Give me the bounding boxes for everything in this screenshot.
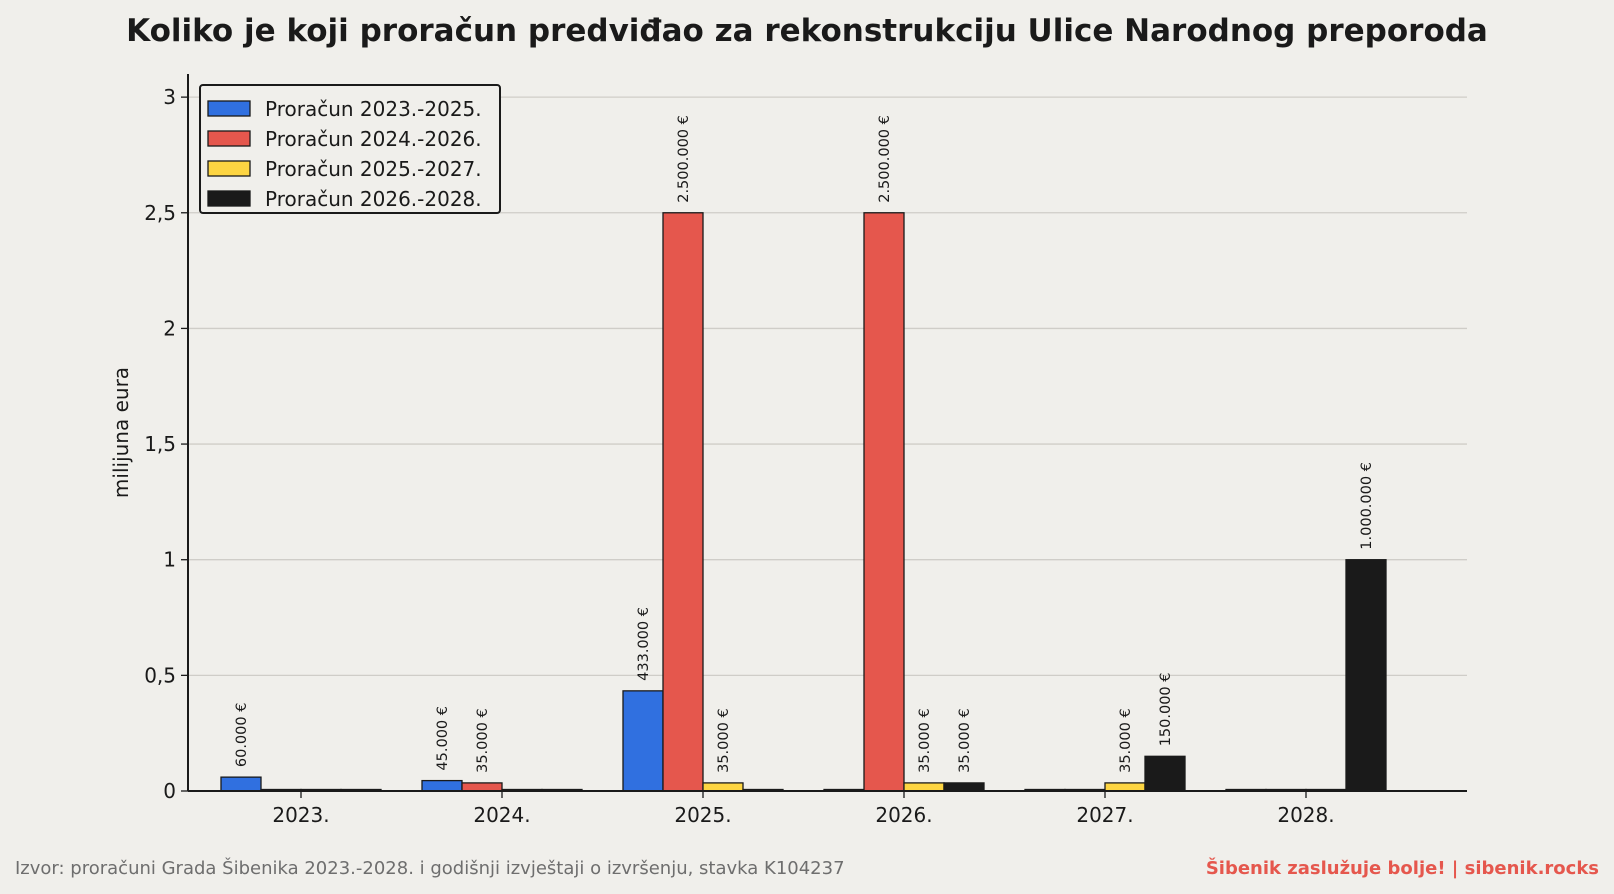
- legend-swatch: [207, 160, 251, 177]
- data-labels: 60.000 € 45.000 € 35.000 € 433.000 € 2.500.0…: [234, 115, 1375, 773]
- legend: Proračun 2023.-2025. Proračun 2024.-2026.…: [199, 84, 501, 214]
- y-ticks: 0 0,5 1 1,5 2 2,5 3: [144, 85, 188, 803]
- bars: [220, 212, 1387, 792]
- bar: [421, 779, 463, 792]
- x-tick-label: 2024.: [473, 803, 530, 827]
- y-axis-label: milijuna eura: [109, 367, 133, 498]
- legend-entry: Proračun 2023.-2025.: [265, 97, 482, 121]
- bar: [1345, 559, 1387, 792]
- bar: [863, 212, 905, 792]
- data-label: 150.000 €: [1158, 673, 1174, 747]
- bar: [461, 782, 503, 792]
- x-tick-label: 2025.: [674, 803, 731, 827]
- y-tick-label: 0: [163, 779, 176, 803]
- x-tick-label: 2027.: [1076, 803, 1133, 827]
- bar: [903, 782, 945, 792]
- y-tick-label: 2: [163, 316, 176, 340]
- x-tick-label: 2023.: [272, 803, 329, 827]
- y-tick-label: 1,5: [144, 432, 176, 456]
- legend-entry: Proračun 2026.-2028.: [265, 187, 482, 211]
- legend-entry: Proračun 2025.-2027.: [265, 157, 482, 181]
- y-tick-label: 3: [163, 85, 176, 109]
- legend-box: [199, 84, 501, 214]
- data-label: 35.000 €: [1118, 708, 1134, 773]
- data-label: 35.000 €: [957, 708, 973, 773]
- legend-swatch: [207, 190, 251, 207]
- y-tick-label: 0,5: [144, 663, 176, 687]
- bar: [622, 690, 664, 792]
- legend-entry: Proračun 2024.-2026.: [265, 127, 482, 151]
- data-label: 2.500.000 €: [676, 115, 692, 203]
- bar: [702, 782, 744, 792]
- x-tick-label: 2028.: [1277, 803, 1334, 827]
- bar: [220, 776, 262, 792]
- y-tick-label: 1: [163, 548, 176, 572]
- data-label: 45.000 €: [435, 706, 451, 771]
- y-tick-label: 2,5: [144, 201, 176, 225]
- data-label: 60.000 €: [234, 703, 250, 768]
- chart-title: Koliko je koji proračun predviđao za rek…: [126, 13, 1488, 49]
- data-label: 433.000 €: [636, 607, 652, 681]
- data-label: 2.500.000 €: [877, 115, 893, 203]
- data-label: 1.000.000 €: [1359, 462, 1375, 550]
- legend-swatch: [207, 100, 251, 117]
- axes: [187, 74, 1467, 792]
- legend-swatch: [207, 130, 251, 147]
- data-label: 35.000 €: [475, 708, 491, 773]
- x-ticks: 2023. 2024. 2025. 2026. 2027. 2028.: [272, 791, 1335, 827]
- bar: [662, 212, 704, 792]
- data-label: 35.000 €: [716, 708, 732, 773]
- footer-source: Izvor: proračuni Grada Šibenika 2023.-20…: [15, 857, 845, 879]
- bar: [1144, 755, 1186, 792]
- x-tick-label: 2026.: [875, 803, 932, 827]
- data-label: 35.000 €: [917, 708, 933, 773]
- bar: [943, 782, 985, 792]
- footer-brand: Šibenik zaslužuje bolje! | sibenik.rocks: [1206, 857, 1599, 879]
- bar: [1104, 782, 1146, 792]
